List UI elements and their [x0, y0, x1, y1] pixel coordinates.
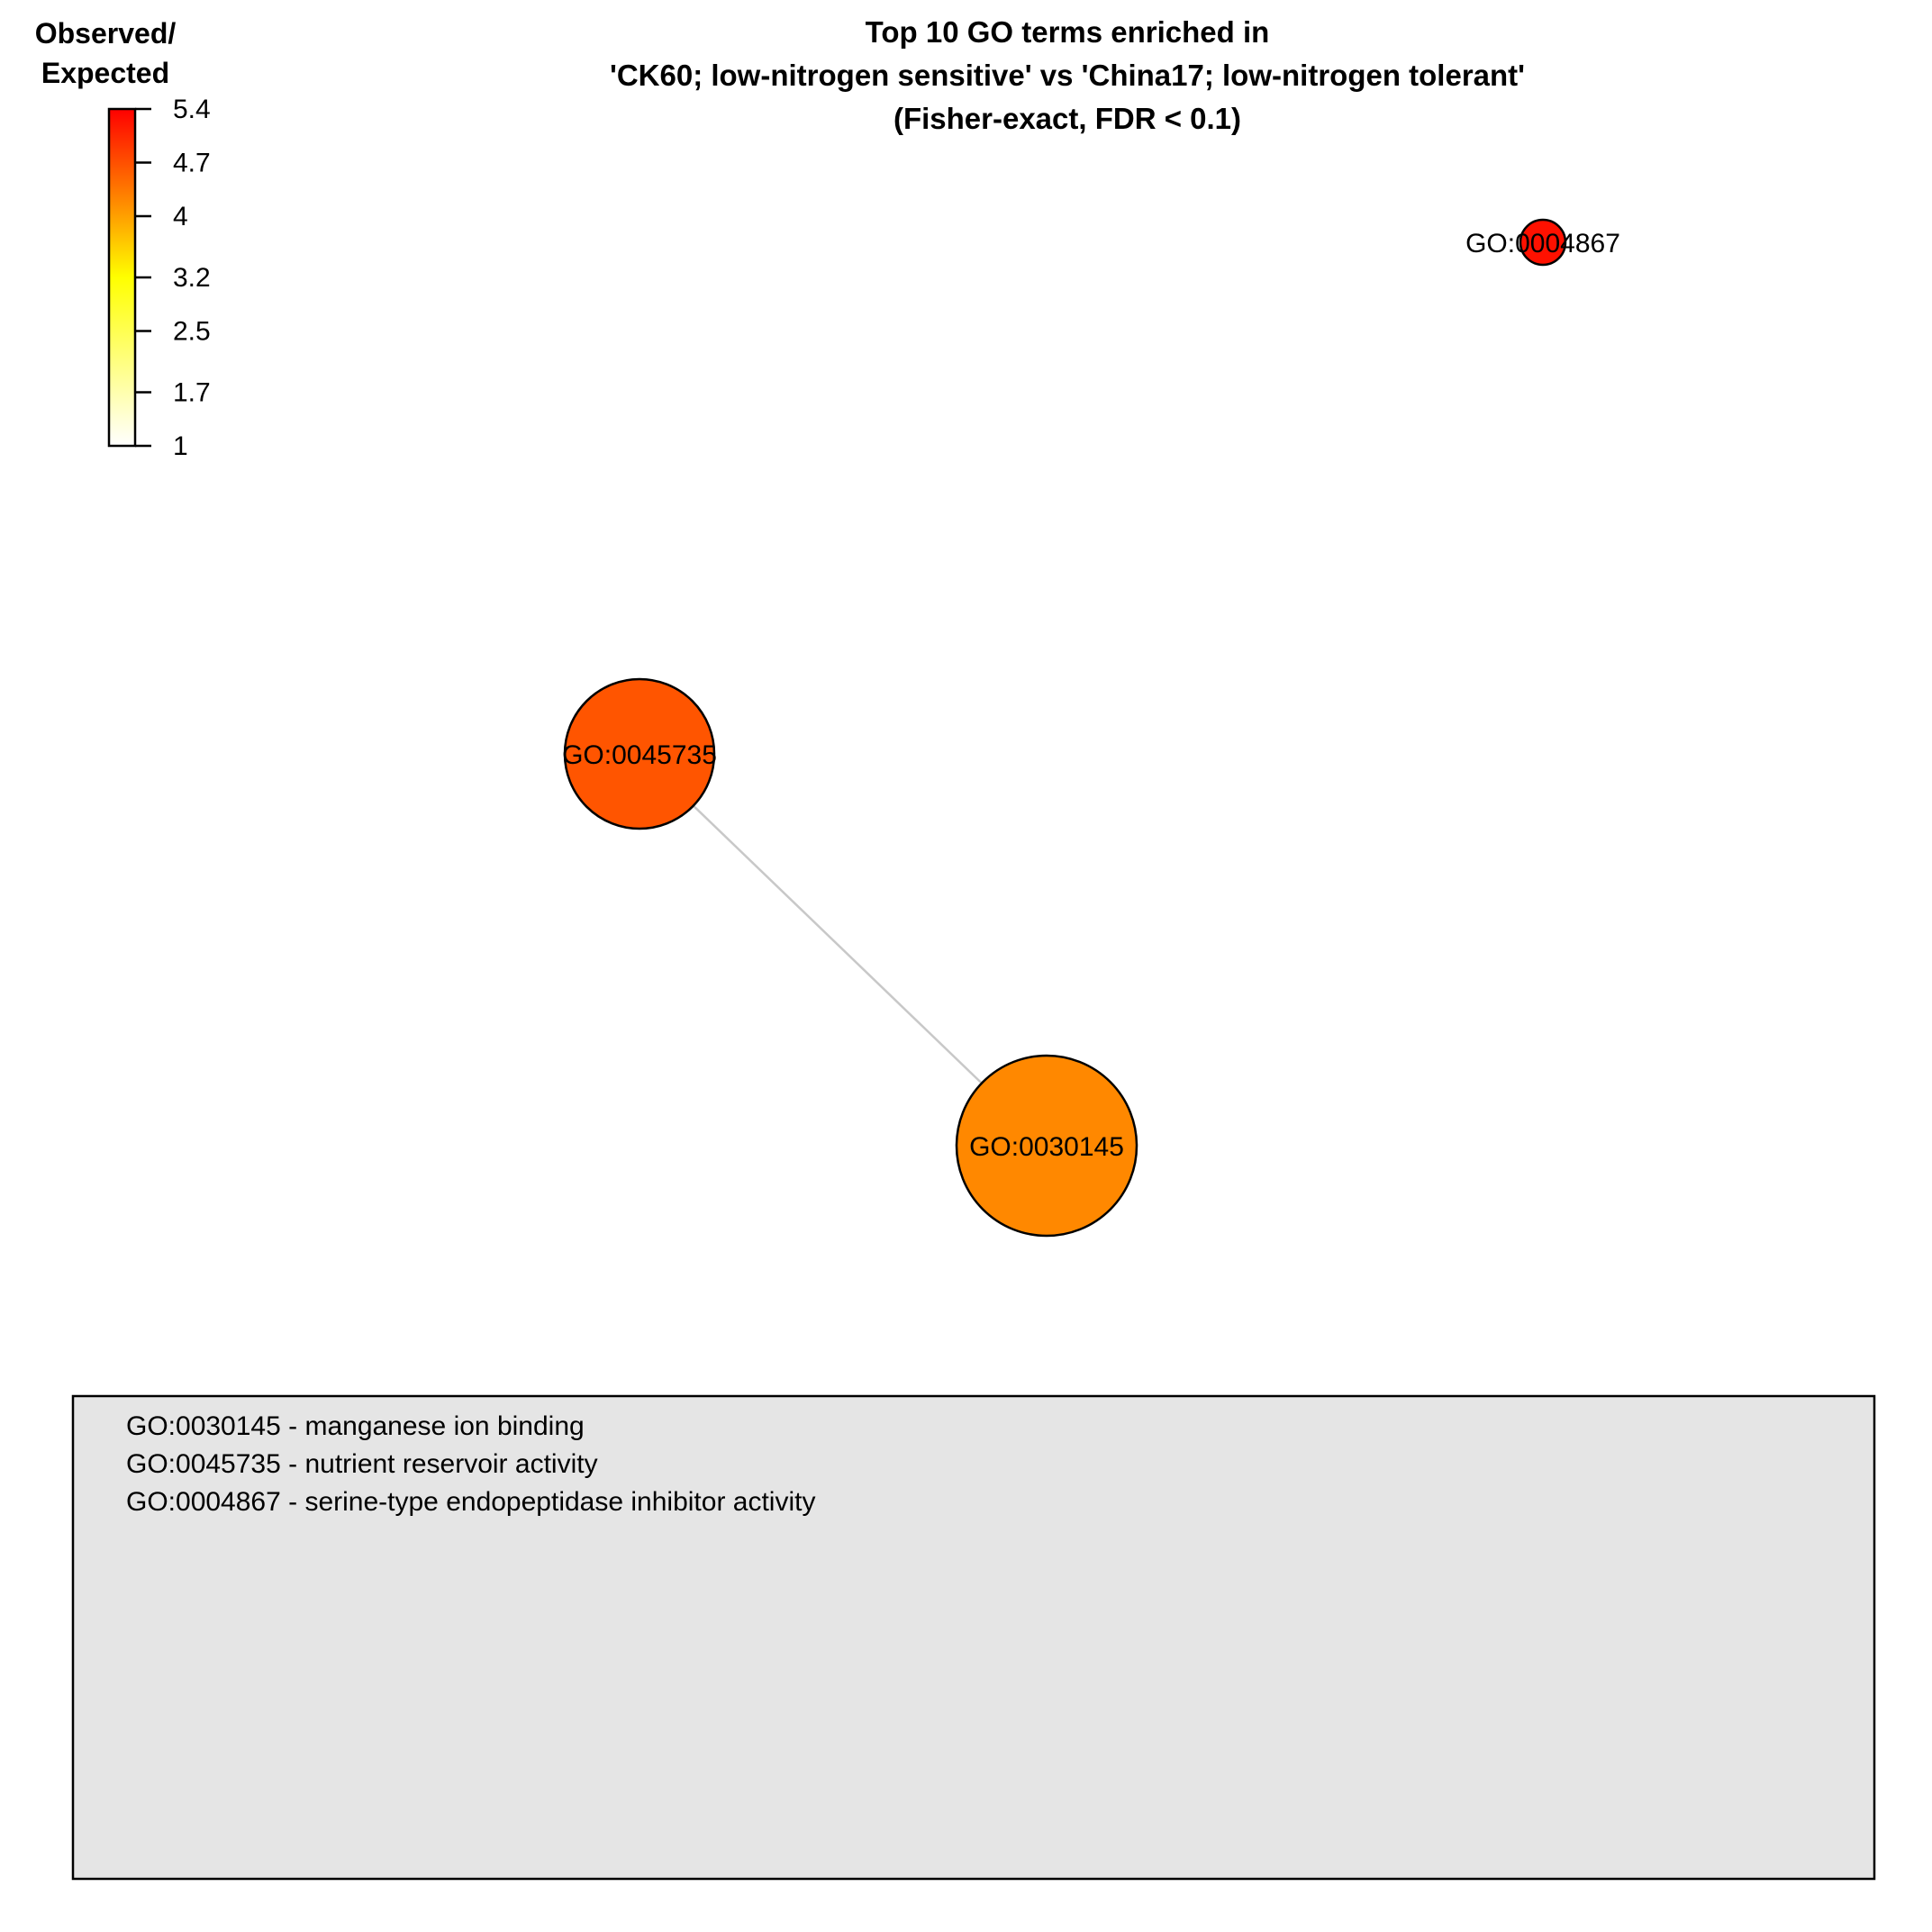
go-node: GO:0004867 — [1465, 218, 1620, 267]
network-edge — [639, 753, 1048, 1147]
go-description-line: GO:0045735 - nutrient reservoir activity — [126, 1449, 598, 1479]
color-legend-gradient-bar — [107, 107, 137, 448]
go-node-circle — [955, 1054, 1138, 1238]
go-description-background — [71, 1394, 1876, 1881]
go-node: GO:0045735 — [562, 677, 717, 830]
go-description-box: GO:0030145 - manganese ion binding GO:004… — [71, 1394, 1876, 1881]
network-nodes: GO:0045735 GO:0030145 GO:0004867 — [562, 218, 1620, 1238]
network-edges — [639, 753, 1048, 1147]
title-line-1: Top 10 GO terms enriched in — [866, 15, 1270, 49]
go-node-label: GO:0045735 — [562, 740, 717, 770]
color-legend-ticks: 5.4 4.7 4 3.2 2.5 1.7 1 — [135, 95, 211, 461]
go-description-line: GO:0004867 - serine-type endopeptidase i… — [126, 1487, 815, 1517]
go-description-line: GO:0030145 - manganese ion binding — [126, 1411, 585, 1441]
color-legend-tick-label: 3.2 — [173, 263, 211, 293]
go-description-lines: GO:0030145 - manganese ion binding GO:004… — [126, 1411, 815, 1517]
title-line-3: (Fisher-exact, FDR < 0.1) — [893, 102, 1241, 135]
color-legend-tick-label: 4.7 — [173, 149, 211, 178]
color-legend-tick-label: 1 — [173, 431, 188, 461]
color-legend-title-line-2: Expected — [41, 57, 169, 89]
go-node-circle — [1519, 218, 1567, 267]
color-legend-tick-label: 5.4 — [173, 95, 211, 124]
color-legend: Observed/ Expected 5.4 4.7 4 3.2 2.5 1.7 1 — [35, 17, 211, 461]
go-node-label: GO:0030145 — [969, 1132, 1124, 1162]
figure-title: Top 10 GO terms enriched in 'CK60; low-n… — [610, 15, 1525, 135]
color-legend-tick-label: 4 — [173, 202, 188, 231]
title-line-2: 'CK60; low-nitrogen sensitive' vs 'China… — [610, 59, 1525, 92]
go-node-circle — [563, 677, 716, 830]
color-legend-tick-label: 1.7 — [173, 378, 211, 408]
color-legend-title-line-1: Observed/ — [35, 17, 177, 50]
go-node: GO:0030145 — [955, 1054, 1138, 1238]
go-node-label: GO:0004867 — [1465, 229, 1620, 259]
color-legend-tick-label: 2.5 — [173, 317, 211, 347]
